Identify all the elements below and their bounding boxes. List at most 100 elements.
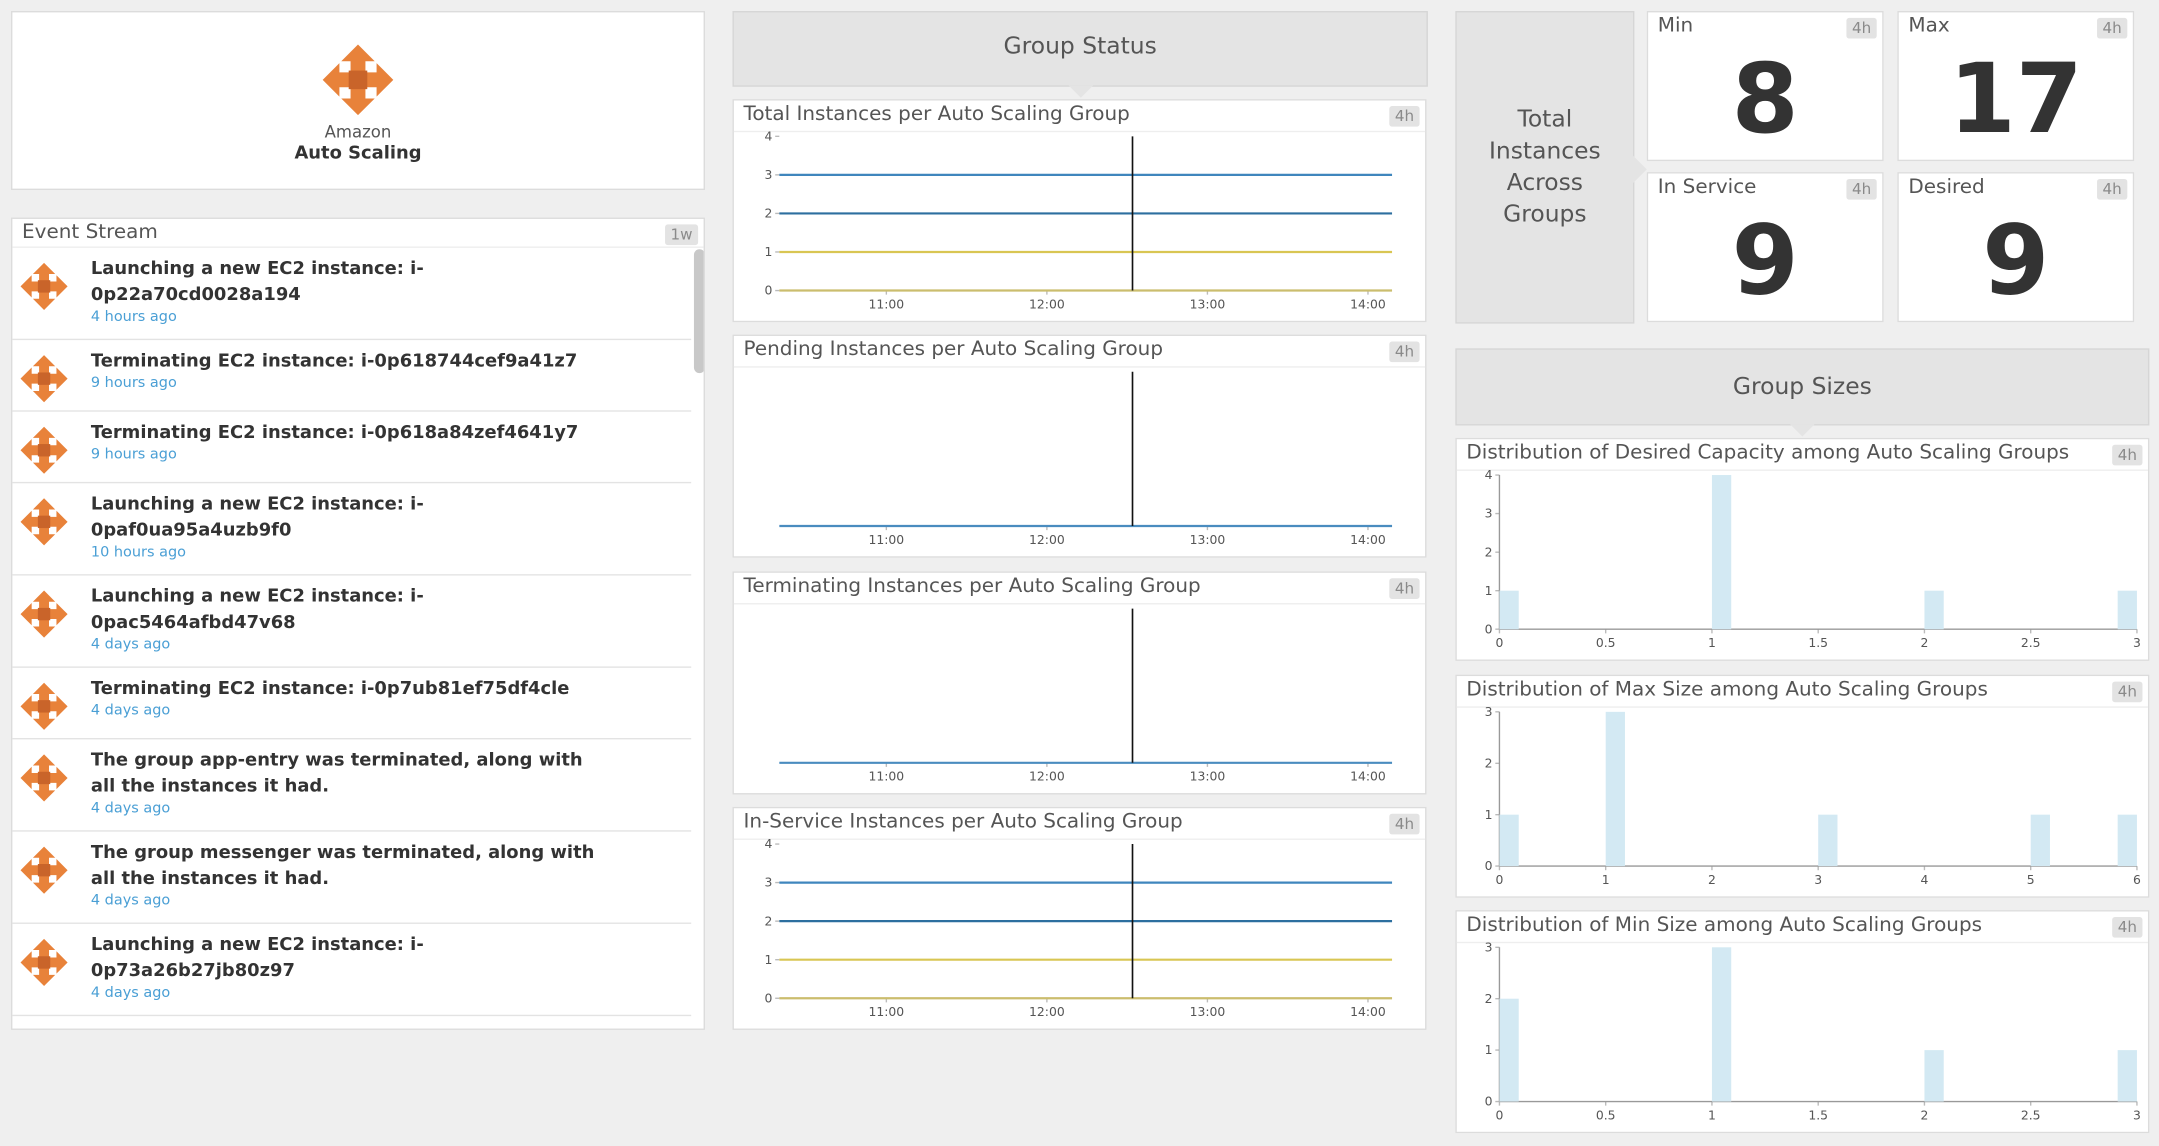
event-time: 4 days ago	[91, 984, 691, 1001]
event-text: The group messenger was terminated, alon…	[91, 840, 607, 892]
event-stream: Event Stream 1w Launching a new EC2 inst…	[11, 218, 705, 1030]
event-text: Launching a new EC2 instance: i-0paf0ua9…	[91, 492, 607, 544]
card-badge: 4h	[1846, 18, 1876, 39]
event-text: Launching a new EC2 instance: i-0pac5464…	[91, 584, 607, 636]
card-value: 9	[1648, 204, 1882, 317]
event-icon	[19, 354, 69, 404]
event-item: Launching a new EC2 instance: i-0p22a70c…	[12, 248, 691, 340]
y-tick-label: 1	[1485, 583, 1493, 598]
x-tick-label: 11:00	[869, 296, 905, 311]
y-tick-label: 4	[1485, 467, 1493, 482]
y-tick-label: 0	[765, 990, 773, 1005]
event-item: Launching a new EC2 instance: i-0pac5464…	[12, 576, 691, 668]
event-icon	[19, 845, 69, 895]
y-tick-label: 2	[765, 206, 773, 221]
event-icon	[19, 497, 69, 547]
event-text: Terminating EC2 instance: i-0p7ub81ef75d…	[91, 676, 607, 702]
card-badge: 4h	[2097, 18, 2127, 39]
x-tick-label: 12:00	[1029, 1004, 1065, 1019]
y-tick-label: 3	[765, 167, 773, 182]
totals-label: Total Instances Across Groups	[1455, 11, 1634, 324]
bar	[2031, 815, 2050, 866]
x-tick-label: 2.5	[2021, 1107, 2041, 1122]
y-tick-label: 3	[1485, 704, 1493, 719]
chart-panel: Pending Instances per Auto Scaling Group…	[733, 335, 1427, 558]
card-badge: 4h	[2097, 179, 2127, 200]
card-value: 9	[1899, 204, 2133, 317]
y-tick-label: 1	[765, 952, 773, 967]
card-title: In Service	[1658, 176, 1757, 198]
bar	[2118, 1050, 2137, 1101]
event-text: Terminating EC2 instance: i-0p618744cef9…	[91, 348, 607, 374]
x-tick-label: 2.5	[2021, 635, 2041, 650]
y-tick-label: 4	[765, 128, 773, 143]
event-time: 9 hours ago	[91, 375, 691, 392]
event-item: The group app-entry was terminated, alon…	[12, 739, 691, 831]
y-tick-label: 2	[1485, 544, 1493, 559]
bar	[1712, 475, 1731, 629]
x-tick-label: 13:00	[1190, 1004, 1226, 1019]
scrollbar[interactable]	[694, 249, 705, 373]
y-tick-label: 1	[765, 244, 773, 259]
x-tick-label: 3	[1814, 872, 1822, 887]
x-tick-label: 14:00	[1350, 532, 1386, 547]
stat-card: In Service 4h 9	[1647, 172, 1884, 322]
x-tick-label: 12:00	[1029, 769, 1065, 784]
y-tick-label: 3	[1485, 939, 1493, 954]
x-tick-label: 6	[2133, 872, 2141, 887]
x-tick-label: 1.5	[1808, 635, 1828, 650]
logo-panel: Amazon Auto Scaling	[11, 11, 705, 190]
event-icon	[19, 753, 69, 803]
y-tick-label: 0	[1485, 1094, 1493, 1109]
x-tick-label: 11:00	[869, 532, 905, 547]
x-tick-label: 13:00	[1190, 769, 1226, 784]
bar	[2118, 815, 2137, 866]
bar	[1606, 712, 1625, 866]
bar	[1818, 815, 1837, 866]
x-tick-label: 13:00	[1190, 296, 1226, 311]
x-tick-label: 0	[1496, 635, 1504, 650]
card-value: 17	[1899, 43, 2133, 156]
event-time: 9 hours ago	[91, 446, 691, 463]
x-tick-label: 13:00	[1190, 532, 1226, 547]
logo-line2: Auto Scaling	[12, 143, 703, 164]
y-tick-label: 0	[1485, 621, 1493, 636]
chart-panel: Distribution of Max Size among Auto Scal…	[1455, 675, 2149, 898]
x-tick-label: 1	[1708, 635, 1716, 650]
bar	[1924, 1050, 1943, 1101]
event-text: Launching a new EC2 instance: i-0pbcaa3f…	[91, 1024, 607, 1030]
event-icon	[19, 938, 69, 988]
chart-panel: Terminating Instances per Auto Scaling G…	[733, 571, 1427, 794]
y-tick-label: 3	[765, 875, 773, 890]
y-tick-label: 2	[1485, 755, 1493, 770]
x-tick-label: 11:00	[869, 1004, 905, 1019]
event-item: Terminating EC2 instance: i-0p7ub81ef75d…	[12, 668, 691, 740]
event-time: 4 days ago	[91, 636, 691, 653]
x-tick-label: 3	[2133, 635, 2141, 650]
event-time: 4 days ago	[91, 892, 691, 909]
x-tick-label: 1	[1602, 872, 1610, 887]
card-value: 8	[1648, 43, 1882, 156]
event-icon	[19, 682, 69, 732]
y-tick-label: 1	[1485, 807, 1493, 822]
event-item: Launching a new EC2 instance: i-0p73a26b…	[12, 924, 691, 1016]
event-time: 10 hours ago	[91, 544, 691, 561]
bar	[1712, 947, 1731, 1101]
x-tick-label: 11:00	[869, 769, 905, 784]
x-tick-label: 2	[1921, 1107, 1929, 1122]
card-title: Desired	[1908, 176, 1984, 198]
event-time: 4 days ago	[91, 702, 691, 719]
logo-icon	[321, 43, 395, 117]
chart-panel: In-Service Instances per Auto Scaling Gr…	[733, 807, 1427, 1030]
y-tick-label: 2	[1485, 991, 1493, 1006]
card-badge: 4h	[1846, 179, 1876, 200]
stat-card: Desired 4h 9	[1897, 172, 2134, 322]
y-tick-label: 0	[765, 283, 773, 298]
y-tick-label: 3	[1485, 506, 1493, 521]
